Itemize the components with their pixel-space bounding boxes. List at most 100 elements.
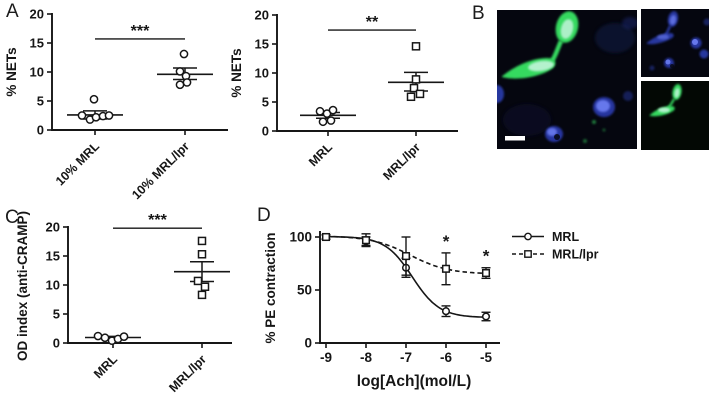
axes xyxy=(319,231,500,344)
data-point-square xyxy=(481,268,491,278)
y-axis-title: OD index (anti-CRAMP) xyxy=(15,211,30,361)
y-axis-title: % NETs xyxy=(229,48,244,97)
data-point-square xyxy=(361,236,371,245)
y-tick-label: 10 xyxy=(30,65,44,80)
green-specks xyxy=(583,120,606,143)
data-point-square xyxy=(200,282,210,291)
legend-label: MRL xyxy=(552,230,579,244)
y-tick-label: 50 xyxy=(297,283,312,298)
y-tick-label: 15 xyxy=(30,36,44,51)
x-axis-title: log[Ach](mol/L) xyxy=(357,373,472,390)
x-tick-label: -5 xyxy=(480,350,492,365)
significance-stars: *** xyxy=(148,212,167,229)
significance-star: * xyxy=(443,232,450,251)
y-axis-title: % PE contraction xyxy=(263,232,278,343)
x-tick-label: -9 xyxy=(320,350,332,365)
data-point-square xyxy=(406,92,416,102)
data-point-square xyxy=(411,42,421,51)
category-label: 10% MRL xyxy=(53,139,102,188)
category-label: MRL xyxy=(306,140,335,169)
y-tick-label: 0 xyxy=(37,123,44,138)
data-point-circle xyxy=(100,333,110,343)
y-axis-title: % NETs xyxy=(4,47,19,96)
significance-stars: *** xyxy=(131,23,150,40)
panel-A-right: ** 0 5 10 15 20 % NETs MRL MRL/lpr xyxy=(229,8,458,183)
y-tick-label: 20 xyxy=(255,8,269,23)
x-tick-label: -8 xyxy=(360,350,372,365)
y-tick-label: 10 xyxy=(255,66,269,81)
data-point-square xyxy=(197,236,207,246)
category-label: MRL/lpr xyxy=(166,352,209,395)
significance-star: * xyxy=(483,247,490,266)
axes xyxy=(276,14,458,132)
y-tick-label: 5 xyxy=(53,307,60,322)
background-haze xyxy=(595,23,635,53)
data-point-circle xyxy=(89,94,99,104)
significance-stars: ** xyxy=(366,14,379,31)
data-point-circle xyxy=(91,112,101,122)
y-tick-label: 5 xyxy=(37,94,44,109)
fluorescence-green-channel-image xyxy=(641,81,709,150)
data-point-square xyxy=(401,252,411,261)
panel-d-label: D xyxy=(257,205,271,226)
data-point-square xyxy=(441,264,451,273)
fluorescence-merged-image xyxy=(497,10,637,149)
legend-entry-mrl-lpr: MRL/lpr xyxy=(512,248,599,262)
fluorescence-blue-channel-image xyxy=(641,9,709,77)
category-label: MRL/lpr xyxy=(380,140,423,183)
legend-marker xyxy=(524,232,532,241)
background-haze xyxy=(503,104,551,136)
data-point-circle xyxy=(93,331,103,341)
blue-cell-and-nuclei xyxy=(646,11,709,71)
legend-label: MRL/lpr xyxy=(552,248,599,262)
y-tick-label: 20 xyxy=(46,220,60,235)
panel-A-left: *** 0 5 10 15 20 % NETs 10% MRL 10% MRL/lpr xyxy=(4,7,228,202)
data-point-circle xyxy=(104,111,114,120)
data-point-circle xyxy=(441,307,451,316)
panel-c-label: C xyxy=(5,207,19,228)
legend-entry-mrl: MRL xyxy=(512,230,579,244)
nucleus-blue xyxy=(497,17,637,142)
data-point-circle xyxy=(175,67,185,76)
y-tick-label: 5 xyxy=(262,95,269,110)
data-point-circle xyxy=(77,111,87,120)
data-point-circle xyxy=(175,80,185,90)
data-point-circle xyxy=(328,105,338,115)
data-point-square xyxy=(197,290,207,300)
category-label: MRL xyxy=(91,352,120,381)
y-tick-label: 15 xyxy=(255,37,269,52)
data-point-circle xyxy=(179,49,189,59)
data-point-circle xyxy=(182,78,192,87)
neutrophil-green-cell xyxy=(501,11,579,79)
y-tick-label: 100 xyxy=(289,230,312,245)
y-tick-label: 10 xyxy=(46,278,60,293)
y-tick-label: 20 xyxy=(30,7,44,22)
panel-D: 0 50 100 % PE contraction -9 -8 -7 -6 -5 log[Ach]… xyxy=(263,230,599,391)
data-point-circle xyxy=(315,106,325,116)
data-point-square xyxy=(321,232,331,242)
y-tick-label: 0 xyxy=(53,336,60,351)
data-point-circle xyxy=(318,117,328,127)
data-point-circle xyxy=(326,116,336,125)
data-point-square xyxy=(409,83,419,93)
data-point-circle xyxy=(481,312,491,321)
y-tick-label: 0 xyxy=(262,124,269,139)
x-tick-label: -6 xyxy=(440,350,452,365)
scale-bar xyxy=(505,136,525,141)
y-tick-label: 15 xyxy=(46,249,60,264)
data-point-square xyxy=(193,276,203,286)
panel-a-label: A xyxy=(6,1,19,22)
data-point-square xyxy=(415,89,425,99)
panel-C: *** 0 5 10 15 20 OD index (anti-CRAMP) MRL MRL/l… xyxy=(15,211,232,395)
y-tick-label: 0 xyxy=(304,336,312,351)
x-tick-label: -7 xyxy=(400,350,412,365)
category-label: 10% MRL/lpr xyxy=(129,139,192,202)
data-point-circle xyxy=(119,332,129,341)
panel-b-label: B xyxy=(472,3,485,24)
legend-marker xyxy=(524,250,532,258)
green-cell xyxy=(649,84,682,117)
data-point-square xyxy=(197,250,207,259)
data-point-square xyxy=(411,75,421,84)
